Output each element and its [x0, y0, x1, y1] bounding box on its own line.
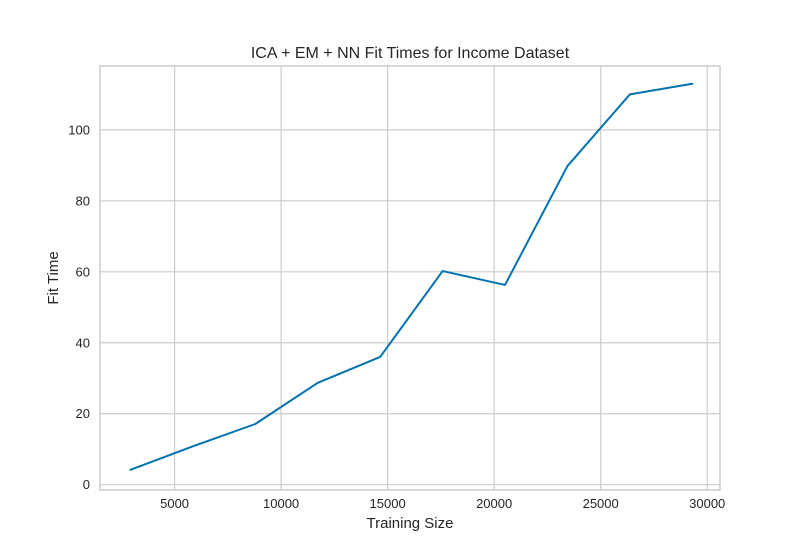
tick-labels: 5000 10000 15000 20000 25000 30000 0 20 40 60 80 10…: [68, 122, 725, 511]
y-tick-label: 0: [83, 477, 90, 492]
plot-area-background: [100, 66, 720, 490]
x-tick-label: 20000: [476, 496, 512, 511]
grid: [100, 66, 720, 490]
x-tick-label: 5000: [160, 496, 189, 511]
x-tick-label: 25000: [583, 496, 619, 511]
y-tick-label: 100: [68, 122, 90, 137]
series-layer: [129, 82, 694, 471]
x-axis-label: Training Size: [367, 515, 454, 532]
plot-frame: [99, 65, 721, 491]
y-tick-label: 80: [76, 193, 90, 208]
axes: [99, 65, 721, 491]
series-line: [129, 82, 694, 471]
y-axis-label: Fit Time: [45, 251, 62, 304]
y-tick-label: 20: [76, 406, 90, 421]
y-tick-label: 40: [76, 335, 90, 350]
x-tick-label: 10000: [263, 496, 299, 511]
y-tick-label: 60: [76, 264, 90, 279]
x-tick-label: 15000: [370, 496, 406, 511]
chart-title: ICA + EM + NN Fit Times for Income Datas…: [251, 45, 570, 62]
x-tick-label: 30000: [689, 496, 725, 511]
